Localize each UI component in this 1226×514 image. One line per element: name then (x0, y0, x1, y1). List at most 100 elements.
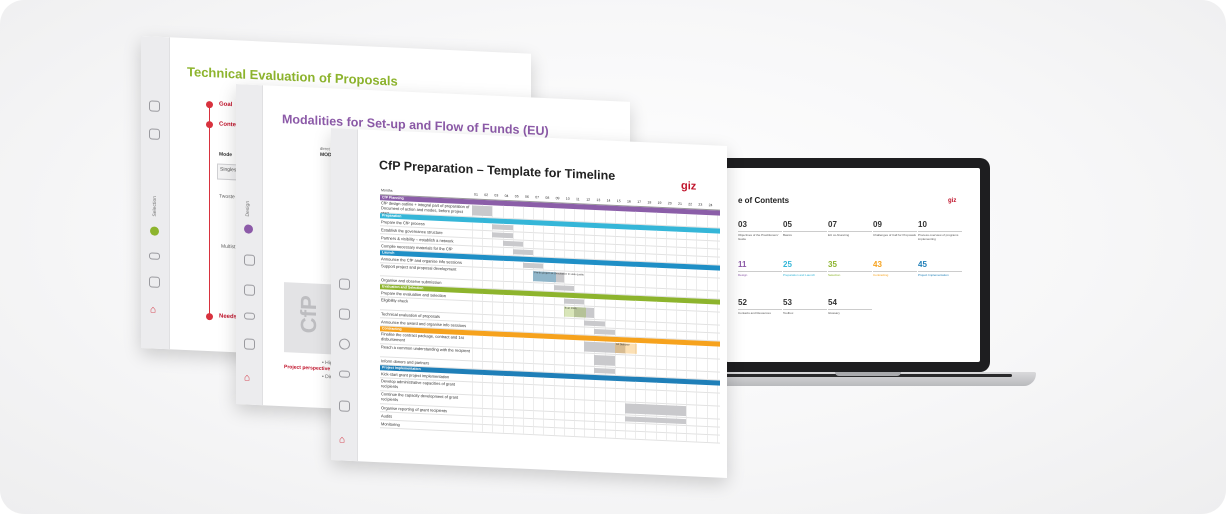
toc-number: 07 (828, 220, 837, 229)
copy-icon[interactable] (244, 254, 255, 266)
layers-icon[interactable] (339, 400, 350, 412)
toc-item-10[interactable]: 10 Process overview of programs implement… (918, 220, 962, 241)
months-header: Months (381, 188, 393, 193)
slide-sidebar: Selection ⌂ (141, 36, 170, 350)
month-label: 22 (688, 202, 693, 207)
month-label: 01 (474, 192, 478, 197)
timeline-bar (594, 328, 615, 335)
menu-icon[interactable] (339, 370, 350, 378)
layers-icon[interactable] (149, 128, 160, 140)
toc-item-52[interactable]: 52 Contacts and Resources (738, 298, 782, 315)
toc-item-35[interactable]: 35 Selection (828, 260, 872, 277)
toc-label: Objectives of the Practitioners' Guide (738, 231, 782, 241)
month-label: 07 (535, 195, 540, 200)
two-stage-label: Twoste (219, 193, 235, 201)
toc-item-11[interactable]: 11 Design (738, 260, 782, 277)
timeline-bar (584, 341, 605, 353)
toc-label: Design (738, 271, 782, 277)
month-label: 05 (514, 194, 519, 199)
toc-item-45[interactable]: 45 Project Implementation (918, 260, 962, 277)
timeline-note: Pre-fin project as consultation to seek … (533, 271, 584, 283)
toc-item-07[interactable]: 07 EU co-financing (828, 220, 872, 237)
toc-item-43[interactable]: 43 Contracting (873, 260, 917, 277)
laptop-notch (835, 372, 901, 376)
direct-label: direct (320, 145, 330, 152)
timeline-note: 1st Disburse (614, 342, 638, 354)
home-icon[interactable]: ⌂ (244, 372, 251, 384)
month-label: 17 (637, 199, 642, 205)
toc-label: Process overview of programs implementin… (918, 231, 962, 241)
modality-label: MOD (320, 151, 332, 159)
cfp-block: CfP (284, 282, 332, 355)
toc-number: 52 (738, 298, 747, 307)
timeline-bar (492, 224, 513, 231)
toc-number: 54 (828, 298, 837, 307)
timeline-bar (472, 205, 493, 217)
toc-item-54[interactable]: 54 Glossary (828, 298, 872, 315)
month-label: 09 (555, 196, 560, 201)
slide-cfp-timeline: ⌂ CfP Preparation – Template for Timelin… (331, 128, 727, 478)
content-bullet-icon (206, 120, 213, 129)
toc-label: Toolbox (783, 309, 827, 315)
toc-item-03[interactable]: 03 Objectives of the Practitioners' Guide (738, 220, 782, 241)
month-label: 23 (698, 202, 703, 207)
slide-sidebar: ⌂ (331, 128, 358, 462)
compass-icon[interactable] (149, 100, 160, 112)
toc-number: 10 (918, 220, 927, 229)
toc-label: Basics (783, 231, 827, 237)
slide-title: Technical Evaluation of Proposals (187, 64, 398, 89)
timeline-bar (594, 367, 615, 374)
toc-label: Project Implementation (918, 271, 962, 277)
toc-item-09[interactable]: 09 Challenges of Call for Proposals (873, 220, 917, 237)
timeline-bar (655, 417, 687, 425)
toc-label: Challenges of Call for Proposals (873, 231, 917, 237)
slide-title: CfP Preparation – Template for Timeline (379, 158, 616, 183)
sidebar-section-label: Design (245, 200, 251, 217)
menu-icon[interactable] (149, 252, 160, 260)
timeline-bar (594, 354, 615, 366)
layers-icon[interactable] (244, 338, 255, 350)
month-label: 14 (606, 198, 611, 203)
toc-number: 43 (873, 260, 882, 269)
timeline-bar (625, 403, 656, 415)
section-indicator-icon (150, 226, 159, 236)
mode-label: Mode (219, 151, 233, 159)
toc-label: Preparation and Launch (783, 271, 827, 277)
month-label: 16 (627, 199, 631, 204)
timeline-bar (563, 298, 585, 305)
needs-label: Needs (219, 313, 238, 321)
toc-item-53[interactable]: 53 Toolbox (783, 298, 827, 315)
content-label: Conte (219, 121, 236, 129)
toc-label: EU co-financing (828, 231, 872, 237)
toc-label: Contracting (873, 271, 917, 277)
month-label: 21 (678, 201, 682, 206)
toc-number: 53 (783, 298, 792, 307)
toc-item-05[interactable]: 05 Basics (783, 220, 827, 237)
compass-icon[interactable] (244, 284, 255, 296)
circle-icon[interactable] (339, 338, 350, 350)
toc-number: 45 (918, 260, 927, 269)
timeline-bar (553, 285, 574, 292)
multi-stage-label: Multist (221, 243, 236, 251)
copy-icon[interactable] (149, 276, 160, 288)
home-icon[interactable]: ⌂ (339, 434, 346, 446)
timeline-bar (625, 416, 656, 423)
giz-logo: giz (948, 198, 957, 204)
month-label: 18 (647, 200, 652, 205)
copy-icon[interactable] (339, 308, 350, 320)
month-label: 03 (494, 193, 499, 198)
month-label: 15 (616, 198, 621, 204)
home-icon[interactable]: ⌂ (150, 304, 157, 316)
menu-icon[interactable] (244, 312, 255, 320)
toc-label: Contacts and Resources (738, 309, 782, 315)
timeline-bar (523, 262, 544, 269)
timeline-bar (584, 320, 605, 327)
month-label: 19 (657, 200, 662, 206)
toc-number: 25 (783, 260, 792, 269)
toc-item-25[interactable]: 25 Preparation and Launch (783, 260, 827, 277)
goal-bullet-icon (206, 100, 213, 109)
laptop-screen: e of Contents giz 03 Objectives of the Pr… (716, 158, 990, 372)
compass-icon[interactable] (339, 278, 350, 290)
timeline-bar (512, 249, 534, 256)
